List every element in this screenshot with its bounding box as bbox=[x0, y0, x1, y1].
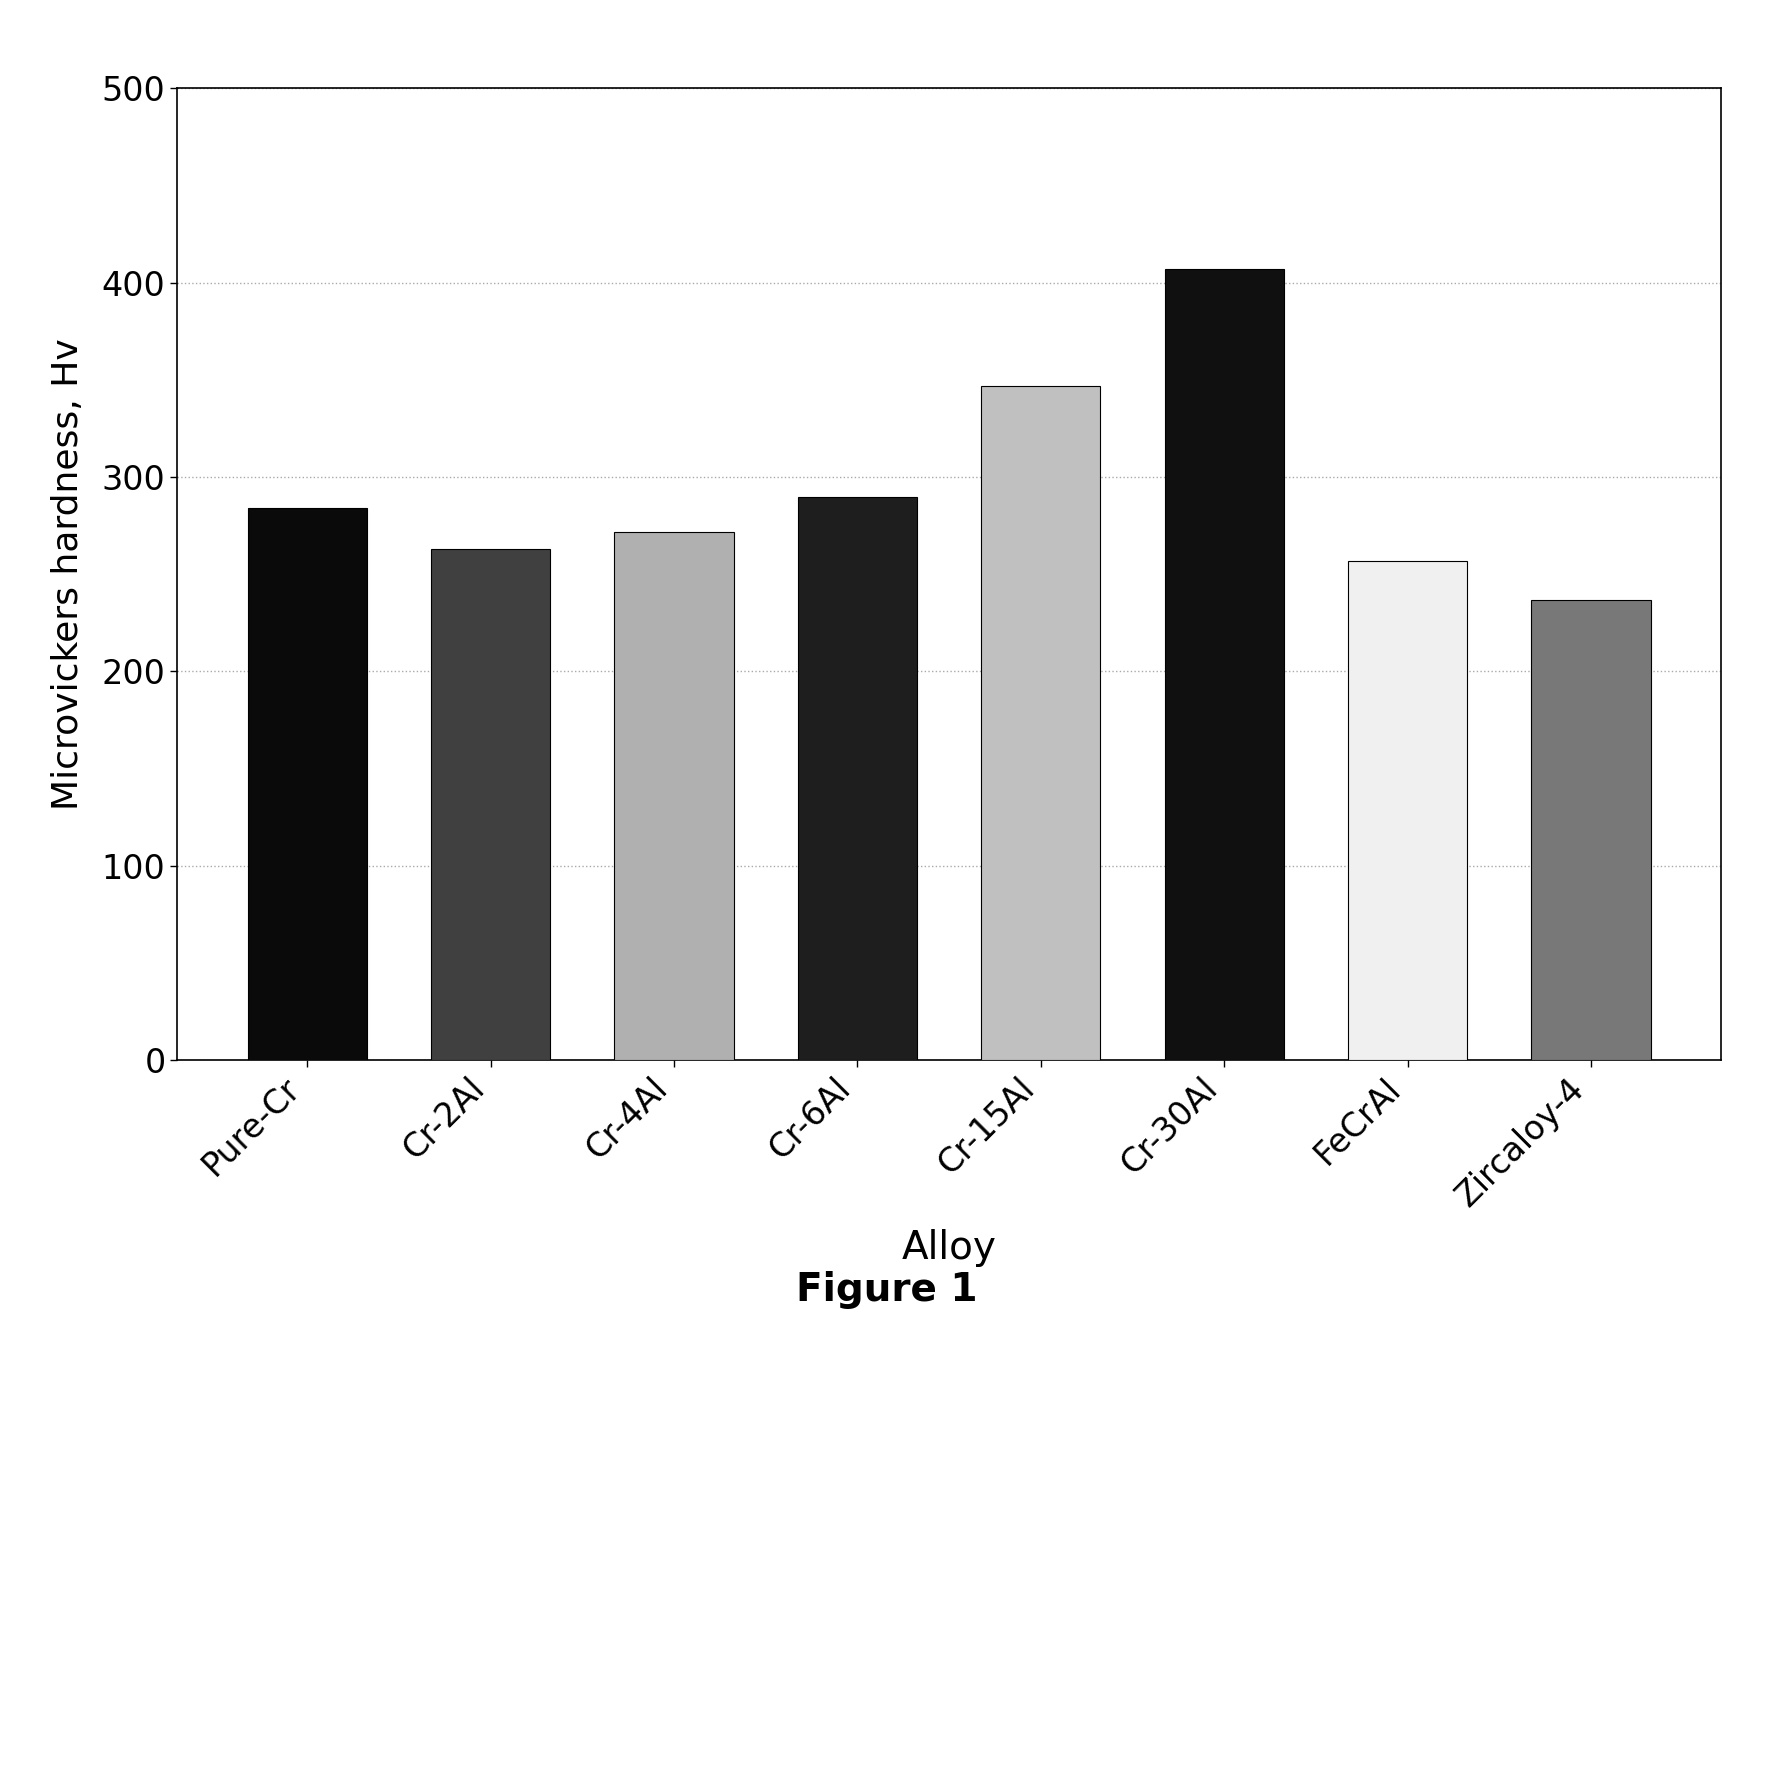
X-axis label: Alloy: Alloy bbox=[901, 1230, 996, 1267]
Text: Figure 1: Figure 1 bbox=[796, 1270, 977, 1309]
Bar bbox=[1347, 560, 1466, 1060]
Bar bbox=[431, 550, 550, 1060]
Bar bbox=[1163, 269, 1284, 1060]
Bar bbox=[613, 532, 734, 1060]
Bar bbox=[980, 385, 1099, 1060]
Y-axis label: Microvickers hardness, Hv: Microvickers hardness, Hv bbox=[51, 339, 85, 809]
Bar bbox=[1530, 599, 1649, 1060]
Bar bbox=[798, 497, 917, 1060]
Bar bbox=[248, 509, 367, 1060]
